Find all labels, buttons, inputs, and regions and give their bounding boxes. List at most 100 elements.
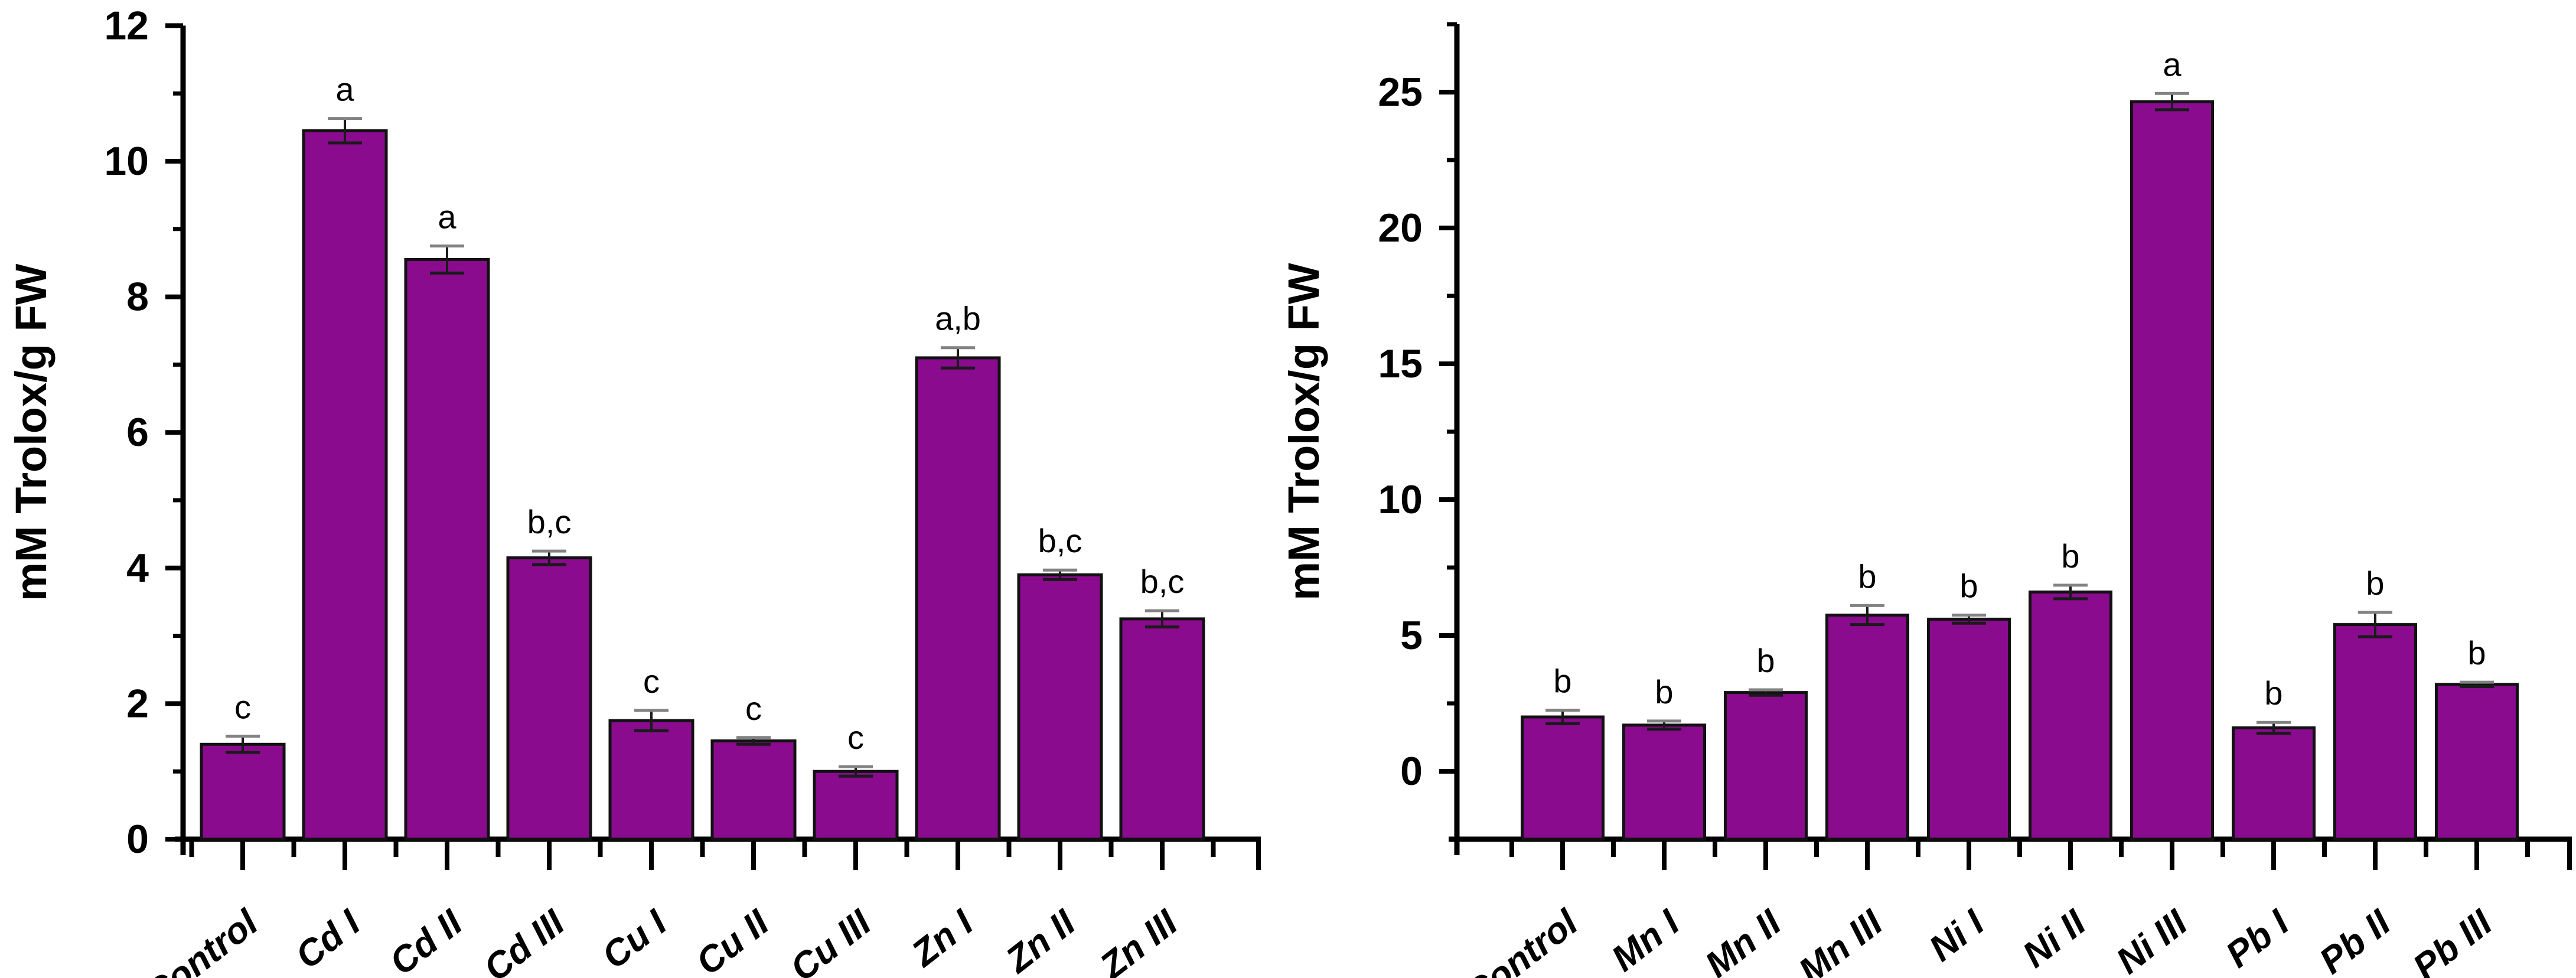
sig-letter-ni-i: b [1959,568,1978,605]
y-tick-label: 10 [104,139,149,184]
sig-letter-pb-iii: b [2467,634,2486,671]
x-category-label-zn-iii: Zn III [1092,902,1186,978]
x-category-label-zn-i: Zn I [904,902,982,976]
bar-mn-iii [1825,614,1909,841]
bar-ni-ii [2029,590,2112,841]
y-ticks [1439,22,1457,774]
sig-letter-mn-ii: b [1756,642,1775,679]
sig-letter-control: b [1553,663,1571,700]
error-bar-pb-i [2257,721,2291,735]
right-chart: 0 5 10 15 20 25 b Control b Mn I b Mn II b Mn III b Ni … [1288,22,2572,978]
x-category-label-zn-ii: Zn II [997,902,1084,978]
x-category-label-cu-iii: Cu III [783,902,879,978]
y-tick-label: 25 [1378,70,1423,115]
error-bar-zn-iii [1145,609,1179,629]
y-tick-label: 0 [126,817,149,862]
bar-cu-i [608,719,694,841]
sig-letter-cu-ii: c [745,690,762,727]
bar-cd-i [302,129,388,841]
x-category-label-cd-i: Cd I [288,902,369,977]
error-bar-cu-ii [736,736,771,746]
x-category-label-pb-ii: Pb II [2312,902,2399,978]
sig-letter-cd-iii: b,c [527,503,572,540]
x-category-label-cd-ii: Cd II [382,902,471,978]
bar-cd-ii [404,257,490,841]
sig-letter-mn-i: b [1655,673,1673,710]
x-category-label-cd-iii: Cd III [477,902,573,978]
error-bar-zn-i [941,346,975,370]
error-bar-ni-ii [2053,583,2088,601]
bar-mn-ii [1724,691,1808,841]
sig-letter-control: c [234,689,251,726]
x-category-label-control: Control [138,902,266,978]
y-ticks [165,23,183,842]
bar-pb-ii [2333,623,2417,841]
sig-letter-cu-iii: c [847,719,864,756]
x-category-label-ni-iii: Ni III [2109,902,2196,978]
error-bar-ni-iii [2155,92,2189,112]
sig-letter-zn-i: a,b [935,300,981,337]
bar-ni-iii [2130,100,2214,841]
x-category-label-ni-i: Ni I [1922,902,1993,970]
sig-letter-zn-ii: b,c [1038,522,1082,559]
bar-cd-iii [506,556,592,841]
x-category-label-pb-iii: Pb III [2405,902,2500,978]
error-bar-mn-iii [1850,604,1884,627]
error-bar-control [1545,709,1580,725]
y-tick-label: 15 [1378,341,1423,386]
y-axis-title: mM Trolox/g FW [1288,263,1328,601]
x-category-label-control: Control [1457,902,1586,978]
bar-cu-iii [813,770,899,841]
bar-zn-iii [1119,617,1205,841]
bar-zn-i [915,356,1001,841]
x-category-label-pb-i: Pb I [2219,902,2297,976]
y-axis-title: mM Trolox/g FW [6,263,56,601]
sig-letter-cu-i: c [643,663,660,700]
x-category-label-cu-i: Cu I [595,902,675,977]
error-bar-pb-iii [2460,680,2494,688]
error-bar-mn-ii [1749,688,1783,697]
y-tick-label: 6 [126,410,149,455]
y-tick-label: 10 [1378,477,1423,522]
y-tick-label: 2 [126,681,149,726]
sig-letter-pb-ii: b [2366,565,2384,602]
y-tick-label: 0 [1400,749,1423,794]
x-category-label-mn-ii: Mn II [1698,902,1789,978]
x-category-label-mn-i: Mn I [1604,902,1688,978]
error-bar-cd-ii [430,244,464,275]
y-tick-label: 8 [126,275,149,320]
y-tick-label: 20 [1378,206,1423,250]
error-bar-pb-ii [2358,611,2392,638]
x-category-label-ni-ii: Ni II [2016,902,2094,976]
error-bar-ni-i [1952,614,1986,625]
bar-ni-i [1927,617,2011,841]
sig-letter-ni-ii: b [2061,537,2079,575]
y-tick-label: 4 [126,546,149,591]
error-bar-mn-i [1647,719,1681,731]
sig-letter-ni-iii: a [2163,45,2182,83]
x-ticks [189,839,1261,870]
bar-control [200,742,286,841]
error-bar-control [226,735,260,754]
left-chart: 0 2 4 6 8 10 12 c Control a Cd I a Cd II b,c Cd III c Cu… [6,3,1261,978]
bar-zn-ii [1017,573,1103,841]
sig-letter-zn-iii: b,c [1140,563,1185,600]
x-ticks [1509,839,2572,870]
bar-cu-ii [710,739,797,841]
x-category-label-mn-iii: Mn III [1791,902,1891,978]
x-category-label-cu-ii: Cu II [689,902,777,978]
bar-pb-i [2232,726,2316,841]
error-bar-cu-iii [839,765,873,778]
sig-letter-cd-i: a [335,71,354,108]
bar-mn-i [1622,723,1706,841]
y-tick-label: 12 [104,3,149,48]
y-tick-label: 5 [1400,613,1423,658]
bar-pb-iii [2435,683,2519,841]
bar-control [1521,715,1605,841]
error-bar-cu-i [634,709,669,732]
sig-letter-pb-i: b [2264,674,2282,712]
sig-letter-mn-iii: b [1858,558,1876,595]
error-bar-cd-iii [532,549,566,566]
sig-letter-cd-ii: a [438,198,456,236]
